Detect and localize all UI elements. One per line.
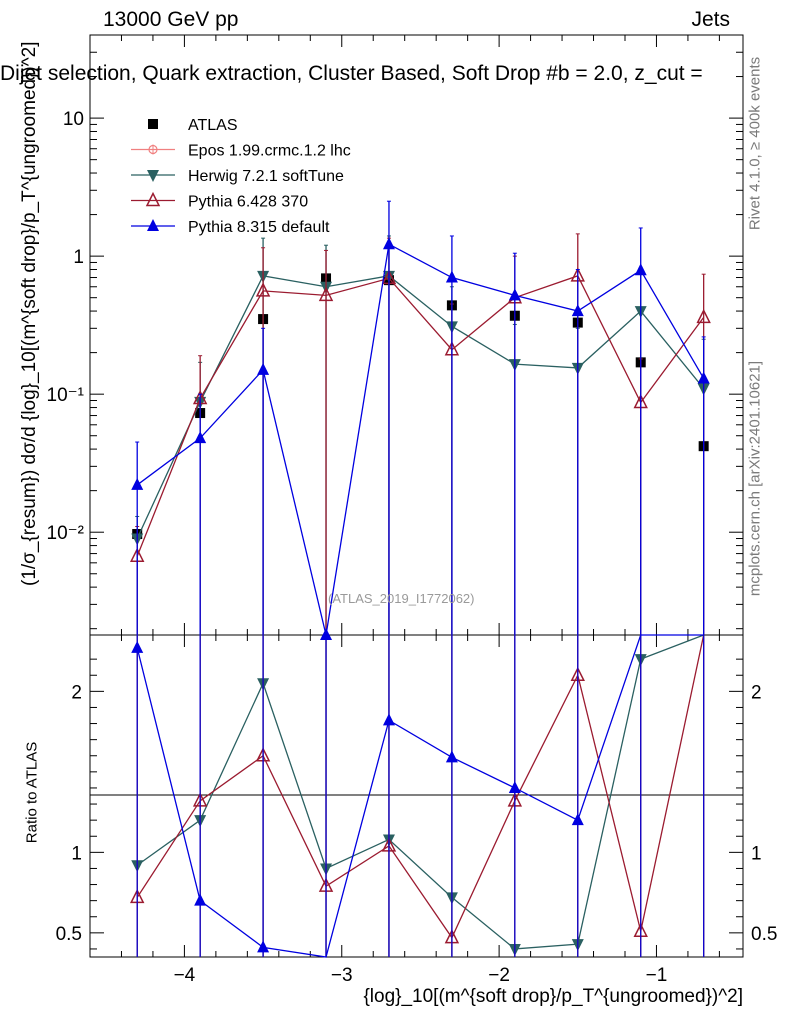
data-point xyxy=(382,237,395,250)
ratio-point xyxy=(257,940,270,953)
ratio-point xyxy=(571,813,584,826)
legend-marker xyxy=(147,219,159,231)
data-point xyxy=(571,304,584,317)
series-pythia-6-428-370 xyxy=(129,233,711,635)
ratio-tick-label: 2 xyxy=(71,682,82,703)
y-tick-label: 10⁻¹ xyxy=(47,385,85,406)
data-point xyxy=(131,477,144,490)
series-pythia-8-315-default xyxy=(131,200,710,640)
legend-label: Pythia 6.428 370 xyxy=(188,194,308,211)
legend-label: Epos 1.99.crmc.1.2 lhc xyxy=(188,143,351,160)
x-tick-label: −3 xyxy=(331,965,353,986)
ratio-tick-label-right: 0.5 xyxy=(751,924,777,945)
y-tick-label: 10 xyxy=(63,109,84,130)
legend-label: Herwig 7.2.1 softTune xyxy=(188,168,344,185)
data-point xyxy=(634,263,647,276)
ratio-point xyxy=(131,640,144,653)
x-tick-label: −4 xyxy=(174,965,196,986)
y-axis-label: (1/σ_{resum}) dσ/d {log}_10[(m^{soft dro… xyxy=(19,41,40,586)
data-point xyxy=(318,286,334,302)
series-line xyxy=(136,275,705,539)
mcplots-label: mcplots.cern.ch [arXiv:2401.10621] xyxy=(746,360,764,597)
ratio-line xyxy=(136,634,705,939)
ratio-y-label: Ratio to ATLAS xyxy=(23,741,41,844)
x-tick-label: −2 xyxy=(488,965,510,986)
ratio-series-pythia-8-315-default xyxy=(131,634,705,958)
ratio-point xyxy=(508,780,521,793)
x-axis-label: {log}_10[(m^{soft drop}/p_T^{ungroomed})… xyxy=(363,986,743,1007)
ratio-tick-label: 0.5 xyxy=(56,924,82,945)
ratio-line xyxy=(136,634,704,950)
rivet-label: Rivet 4.1.0, ≥ 400k events xyxy=(746,56,764,231)
legend-marker xyxy=(148,119,158,129)
ratio-point xyxy=(382,713,395,726)
ratio-series-pythia-6-428-370 xyxy=(129,634,705,957)
data-point xyxy=(696,308,711,324)
ratio-line xyxy=(136,634,704,958)
legend-marker xyxy=(147,170,159,182)
series-line xyxy=(136,275,705,557)
y-tick-label: 10⁻² xyxy=(47,523,85,544)
legend-label: Pythia 8.315 default xyxy=(188,219,330,236)
ratio-point xyxy=(445,750,458,763)
header-left: 13000 GeV pp xyxy=(103,8,239,31)
analysis-watermark: (ATLAS_2019_I1772062) xyxy=(328,591,475,606)
ratio-series-herwig-7-2-1-softtune xyxy=(131,634,705,957)
data-point xyxy=(194,431,207,444)
ratio-frame xyxy=(89,634,744,958)
y-tick-label: 1 xyxy=(73,247,84,268)
data-point xyxy=(445,270,458,283)
legend-marker xyxy=(145,191,161,207)
series-line xyxy=(136,243,705,636)
x-tick-label: −1 xyxy=(646,965,668,986)
ratio-tick-label-right: 2 xyxy=(751,682,762,703)
data-point xyxy=(508,288,521,301)
data-point xyxy=(257,362,270,375)
data-point xyxy=(255,282,271,297)
data-point xyxy=(320,628,333,640)
legend-label: ATLAS xyxy=(188,117,238,134)
data-point xyxy=(697,371,710,384)
series-herwig-7-2-1-softtune xyxy=(131,235,710,635)
plot-title: Dijet selection, Quark extraction, Clust… xyxy=(0,62,703,85)
ratio-point xyxy=(194,893,207,906)
header-right: Jets xyxy=(691,8,730,31)
ratio-tick-label-right: 1 xyxy=(751,843,762,864)
ratio-tick-label: 1 xyxy=(71,843,82,864)
